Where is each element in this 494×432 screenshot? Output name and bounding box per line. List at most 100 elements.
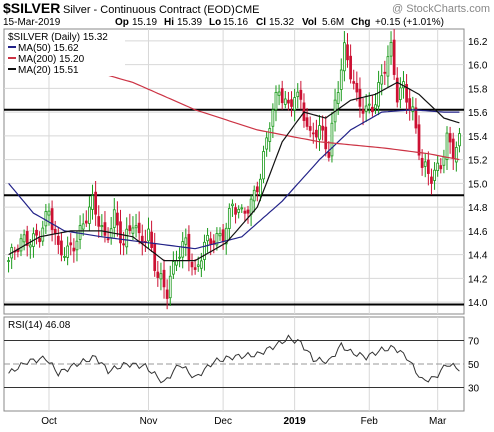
candle-down (193, 267, 197, 270)
candle-up (262, 151, 265, 180)
candle-up (252, 189, 256, 202)
candle-down (448, 133, 452, 143)
candle-down (392, 39, 396, 75)
candle-down (128, 225, 132, 231)
candle-down (305, 117, 309, 127)
candle-up (237, 208, 241, 213)
candle-down (426, 159, 430, 174)
op-label: Op (115, 17, 129, 28)
candle-down (327, 151, 331, 158)
candle-up (199, 260, 203, 269)
candle-up (81, 223, 85, 230)
quote-line: Op 15.19 Hi 15.39 Lo 15.16 Cl 15.32 Vol … (115, 17, 444, 28)
candle-down (451, 138, 455, 159)
candle-down (84, 220, 88, 224)
candle-down (315, 129, 318, 138)
candle-up (293, 97, 297, 111)
candle-up (178, 256, 181, 259)
price-tick-label: 14.8 (468, 203, 488, 214)
rsi-tick-label: 50 (468, 360, 480, 371)
candle-down (299, 89, 303, 100)
candle-down (430, 176, 433, 184)
candle-up (380, 75, 384, 85)
vol-value: 5.6M (322, 17, 344, 28)
candle-up (88, 206, 91, 224)
candle-up (231, 203, 234, 207)
candle-down (439, 165, 443, 170)
candle-down (150, 231, 153, 248)
candle-down (352, 81, 356, 84)
price-tick-label: 15.0 (468, 179, 488, 190)
instrument-name: Silver - Continuous Contract (EOD) (63, 4, 235, 16)
candle-down (119, 221, 122, 244)
candle-down (361, 109, 365, 114)
candle-up (442, 156, 446, 166)
price-tick-label: 16.2 (468, 37, 488, 48)
rsi-tick-label: 70 (468, 337, 480, 348)
candle-down (153, 243, 157, 271)
candle-up (268, 128, 272, 142)
lo-value: 15.16 (223, 17, 248, 28)
candle-up (44, 211, 48, 227)
quote-date: 15-Mar-2019 (3, 17, 61, 28)
candle-up (274, 91, 278, 111)
candle-up (364, 105, 368, 112)
candle-down (103, 222, 107, 236)
hi-label: Hi (164, 17, 174, 28)
candle-down (395, 77, 399, 103)
candle-up (318, 125, 321, 140)
candle-down (72, 247, 76, 252)
candle-up (330, 122, 334, 157)
candle-up (159, 273, 163, 280)
candle-down (371, 106, 374, 113)
candle-up (277, 91, 281, 96)
support-resistance-lines (4, 108, 464, 306)
rsi-legend: RSI(14) 46.08 (8, 320, 71, 331)
candle-up (75, 240, 79, 251)
ma50-line (8, 109, 460, 250)
rsi-x-label: Dec (214, 416, 232, 427)
candle-down (287, 99, 290, 104)
candle-up (131, 227, 135, 234)
candle-up (377, 82, 380, 107)
candle-up (336, 92, 340, 104)
candle-up (147, 228, 150, 242)
candle-down (221, 229, 225, 242)
candle-up (259, 178, 262, 196)
candle-down (69, 242, 73, 246)
rsi-x-label: Nov (140, 416, 158, 427)
vol-label: Vol (302, 17, 317, 28)
price-y-axis: 14.0 14.2 14.4 14.6 14.8 15.0 15.2 15.4 15.6 15.8… (468, 37, 488, 309)
candle-up (240, 207, 244, 210)
rsi-x-label: Mar (429, 416, 447, 427)
candle-down (311, 132, 315, 135)
legend-ma20: MA(20) 15.51 (18, 65, 79, 76)
candle-down (97, 216, 101, 227)
candle-up (7, 260, 10, 262)
candle-up (227, 208, 231, 229)
legend-ma50: MA(50) 15.62 (18, 43, 79, 54)
price-tick-label: 16.0 (468, 61, 488, 72)
watermark: @ StockCharts.com (392, 3, 490, 15)
candle-up (63, 256, 66, 258)
candle-up (78, 225, 82, 240)
candle-down (420, 157, 424, 168)
candle-down (60, 240, 63, 256)
candle-up (458, 133, 461, 147)
candle-down (346, 44, 349, 61)
candle-down (355, 82, 359, 93)
candle-up (168, 275, 172, 299)
candle-down (417, 124, 421, 156)
candle-down (414, 107, 418, 129)
chg-label: Chg (351, 17, 370, 28)
candle-up (28, 244, 32, 248)
candle-down (122, 243, 125, 246)
candle-up (175, 260, 178, 266)
candle-down (308, 126, 312, 131)
candle-up (411, 106, 415, 112)
candle-down (162, 269, 166, 288)
rsi-tick-label: 30 (468, 384, 480, 395)
symbol-title: $SILVER (3, 0, 60, 16)
